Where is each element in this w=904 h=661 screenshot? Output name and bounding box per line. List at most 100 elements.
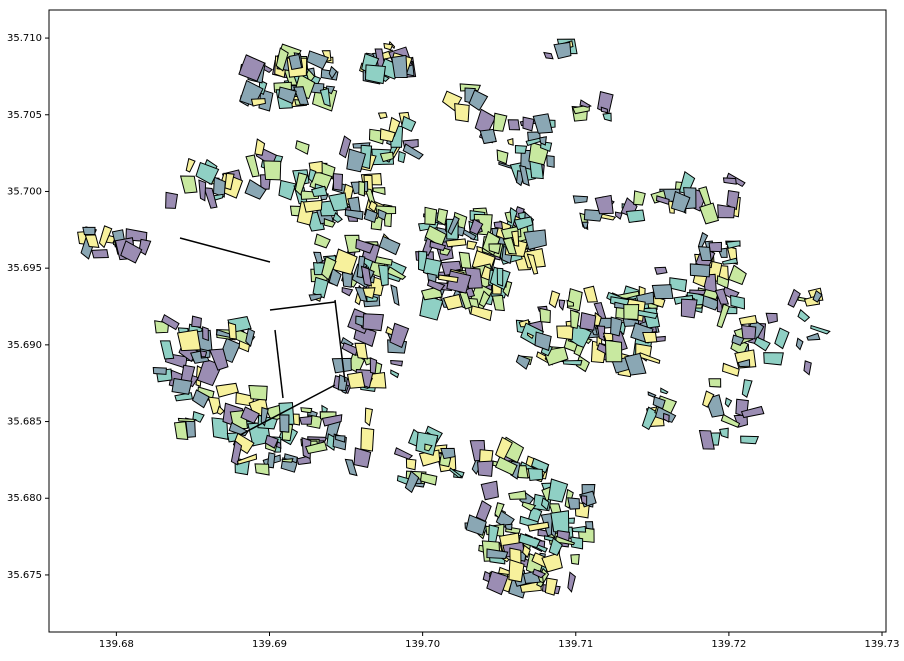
parcel (567, 571, 576, 593)
parcel (303, 199, 323, 213)
parcel (810, 324, 831, 335)
road-line (179, 237, 271, 263)
parcel (379, 151, 394, 163)
parcel (159, 340, 175, 360)
parcel (212, 176, 226, 198)
parcel (731, 334, 745, 346)
parcel (721, 257, 739, 265)
parcel (585, 521, 594, 530)
y-tick-label: 35.675 (7, 570, 42, 581)
parcel (532, 113, 554, 134)
parcel (580, 495, 588, 506)
parcel (415, 431, 439, 456)
parcel (341, 287, 354, 297)
parcel (486, 548, 509, 560)
parcel (740, 435, 760, 445)
parcel (364, 407, 373, 427)
parcel (369, 357, 378, 375)
parcel (177, 417, 197, 423)
parcel (402, 143, 424, 160)
parcel (527, 521, 550, 532)
parcel (195, 161, 220, 186)
road-line (269, 301, 336, 311)
parcel (602, 332, 614, 342)
parcel (581, 221, 589, 229)
parcel (774, 327, 790, 350)
parcel (346, 371, 366, 389)
parcel (248, 385, 268, 401)
parcel (633, 190, 646, 206)
parcel (420, 472, 438, 486)
parcel (468, 89, 489, 112)
parcel (215, 382, 239, 398)
parcel (567, 497, 580, 510)
parcels (77, 38, 831, 599)
parcel (539, 307, 551, 324)
parcel (494, 456, 518, 476)
parcel (698, 429, 715, 450)
parcel (655, 195, 670, 206)
parcel (254, 463, 270, 476)
parcel (91, 249, 109, 259)
parcel (719, 427, 729, 439)
parcel (596, 325, 606, 342)
parcel (544, 577, 558, 596)
parcel (726, 190, 740, 211)
parcel (138, 238, 152, 256)
parcel (737, 359, 751, 368)
parcel (393, 447, 414, 460)
parcel (506, 137, 514, 146)
parcel (308, 293, 322, 302)
road-line (274, 329, 284, 399)
parcel (579, 312, 597, 331)
parcel (294, 172, 308, 196)
parcel (198, 179, 207, 202)
parcel (440, 447, 456, 460)
parcel (383, 42, 394, 51)
parcel (281, 458, 294, 463)
parcel (275, 47, 289, 72)
parcel (437, 274, 459, 283)
parcel (165, 191, 179, 209)
y-tick-label: 35.685 (7, 417, 42, 428)
parcel (741, 324, 757, 340)
parcel (378, 235, 401, 256)
x-tick-label: 139.69 (252, 639, 287, 650)
parcel (546, 155, 555, 168)
parcel (328, 267, 342, 287)
parcel (323, 218, 336, 228)
parcel (716, 303, 730, 329)
parcel (624, 352, 647, 376)
parcel (478, 290, 491, 308)
parcel (519, 165, 530, 187)
parcel (562, 359, 583, 366)
parcel (721, 362, 740, 377)
parcel (202, 326, 209, 342)
parcel (680, 298, 698, 319)
parcel (566, 288, 583, 312)
parcel (442, 293, 463, 311)
parcel (98, 225, 113, 249)
parcel (227, 321, 237, 340)
parcel (702, 390, 715, 408)
parcel (449, 467, 463, 479)
parcel (477, 460, 494, 477)
parcel (763, 352, 784, 366)
parcel (486, 570, 509, 596)
parcel (521, 501, 537, 512)
parcel (244, 178, 267, 200)
parcel (404, 470, 420, 494)
parcel (424, 443, 433, 452)
parcel (314, 233, 331, 249)
parcel (539, 136, 547, 146)
parcel (494, 502, 505, 519)
parcel (84, 234, 100, 248)
parcel (570, 553, 580, 565)
parcel (288, 53, 303, 71)
parcel (738, 314, 758, 326)
x-tick-label: 139.68 (99, 639, 134, 650)
parcel (230, 440, 243, 466)
parcel (377, 112, 388, 120)
parcel (364, 64, 386, 85)
parcel (541, 552, 563, 573)
